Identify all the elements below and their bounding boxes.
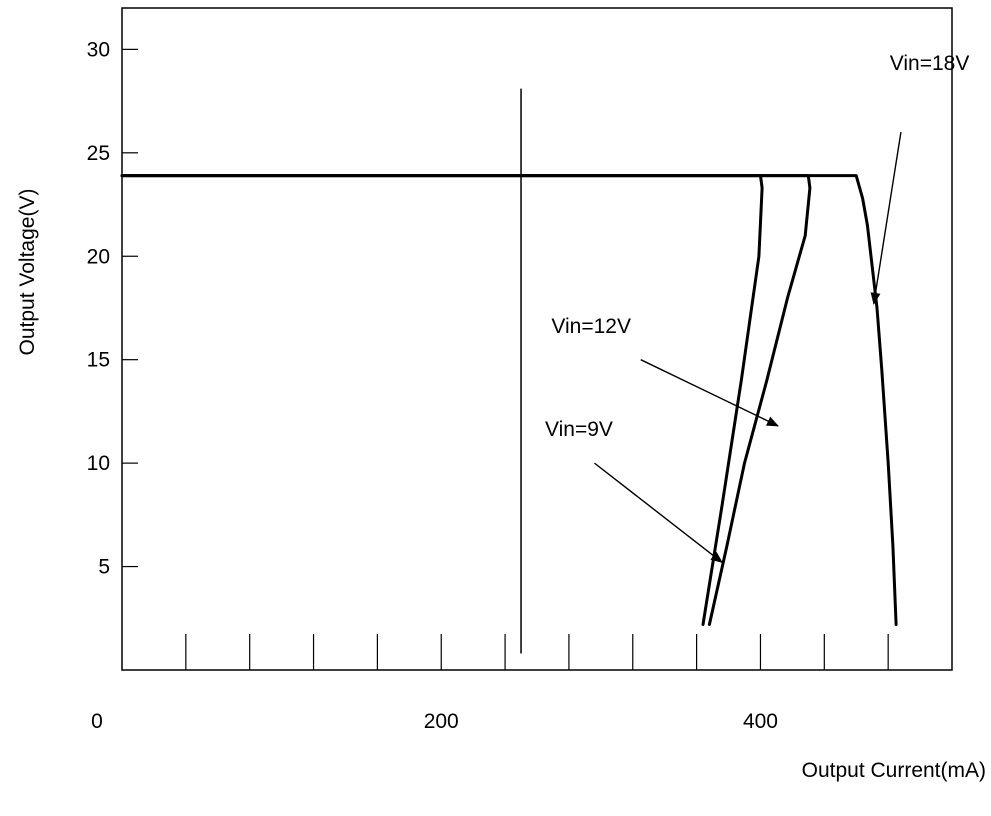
x-tick-label-200: 200	[424, 710, 459, 733]
y-tick-label-25: 25	[87, 142, 110, 165]
series-line-vin-18v	[120, 174, 898, 626]
x-tick-label-0: 0	[91, 710, 103, 733]
y-tick-label-15: 15	[87, 349, 110, 372]
annotation-layer: Vin=18V Vin=12V Vin=9V	[545, 52, 970, 564]
series-line-vin-12v	[120, 174, 812, 626]
y-ticks: 5 10 15 20 25 30	[87, 38, 138, 579]
y-tick-label-30: 30	[87, 38, 110, 61]
annotation-label-vin-9v: Vin=9V	[545, 418, 613, 441]
annotation-label-vin-12v: Vin=12V	[551, 315, 631, 338]
series-layer	[120, 174, 898, 626]
series-line-vin-9v	[120, 174, 764, 626]
y-tick-label-10: 10	[87, 452, 110, 475]
annotation-arrow-vin-12v	[640, 359, 779, 427]
y-axis-title: Output Voltage(V)	[16, 189, 39, 356]
x-axis-title: Output Current(mA)	[802, 759, 986, 782]
y-tick-label-20: 20	[87, 245, 110, 268]
annotation-label-vin-18v: Vin=18V	[890, 52, 970, 75]
x-tick-labels: 0 200 400	[91, 710, 778, 733]
y-tick-label-5: 5	[98, 556, 110, 579]
x-tick-label-400: 400	[743, 710, 778, 733]
plot-frame	[121, 7, 953, 671]
x-minor-ticks	[185, 634, 889, 670]
annotation-arrow-vin-18v	[870, 132, 902, 305]
annotation-arrow-vin-9v	[594, 462, 723, 564]
